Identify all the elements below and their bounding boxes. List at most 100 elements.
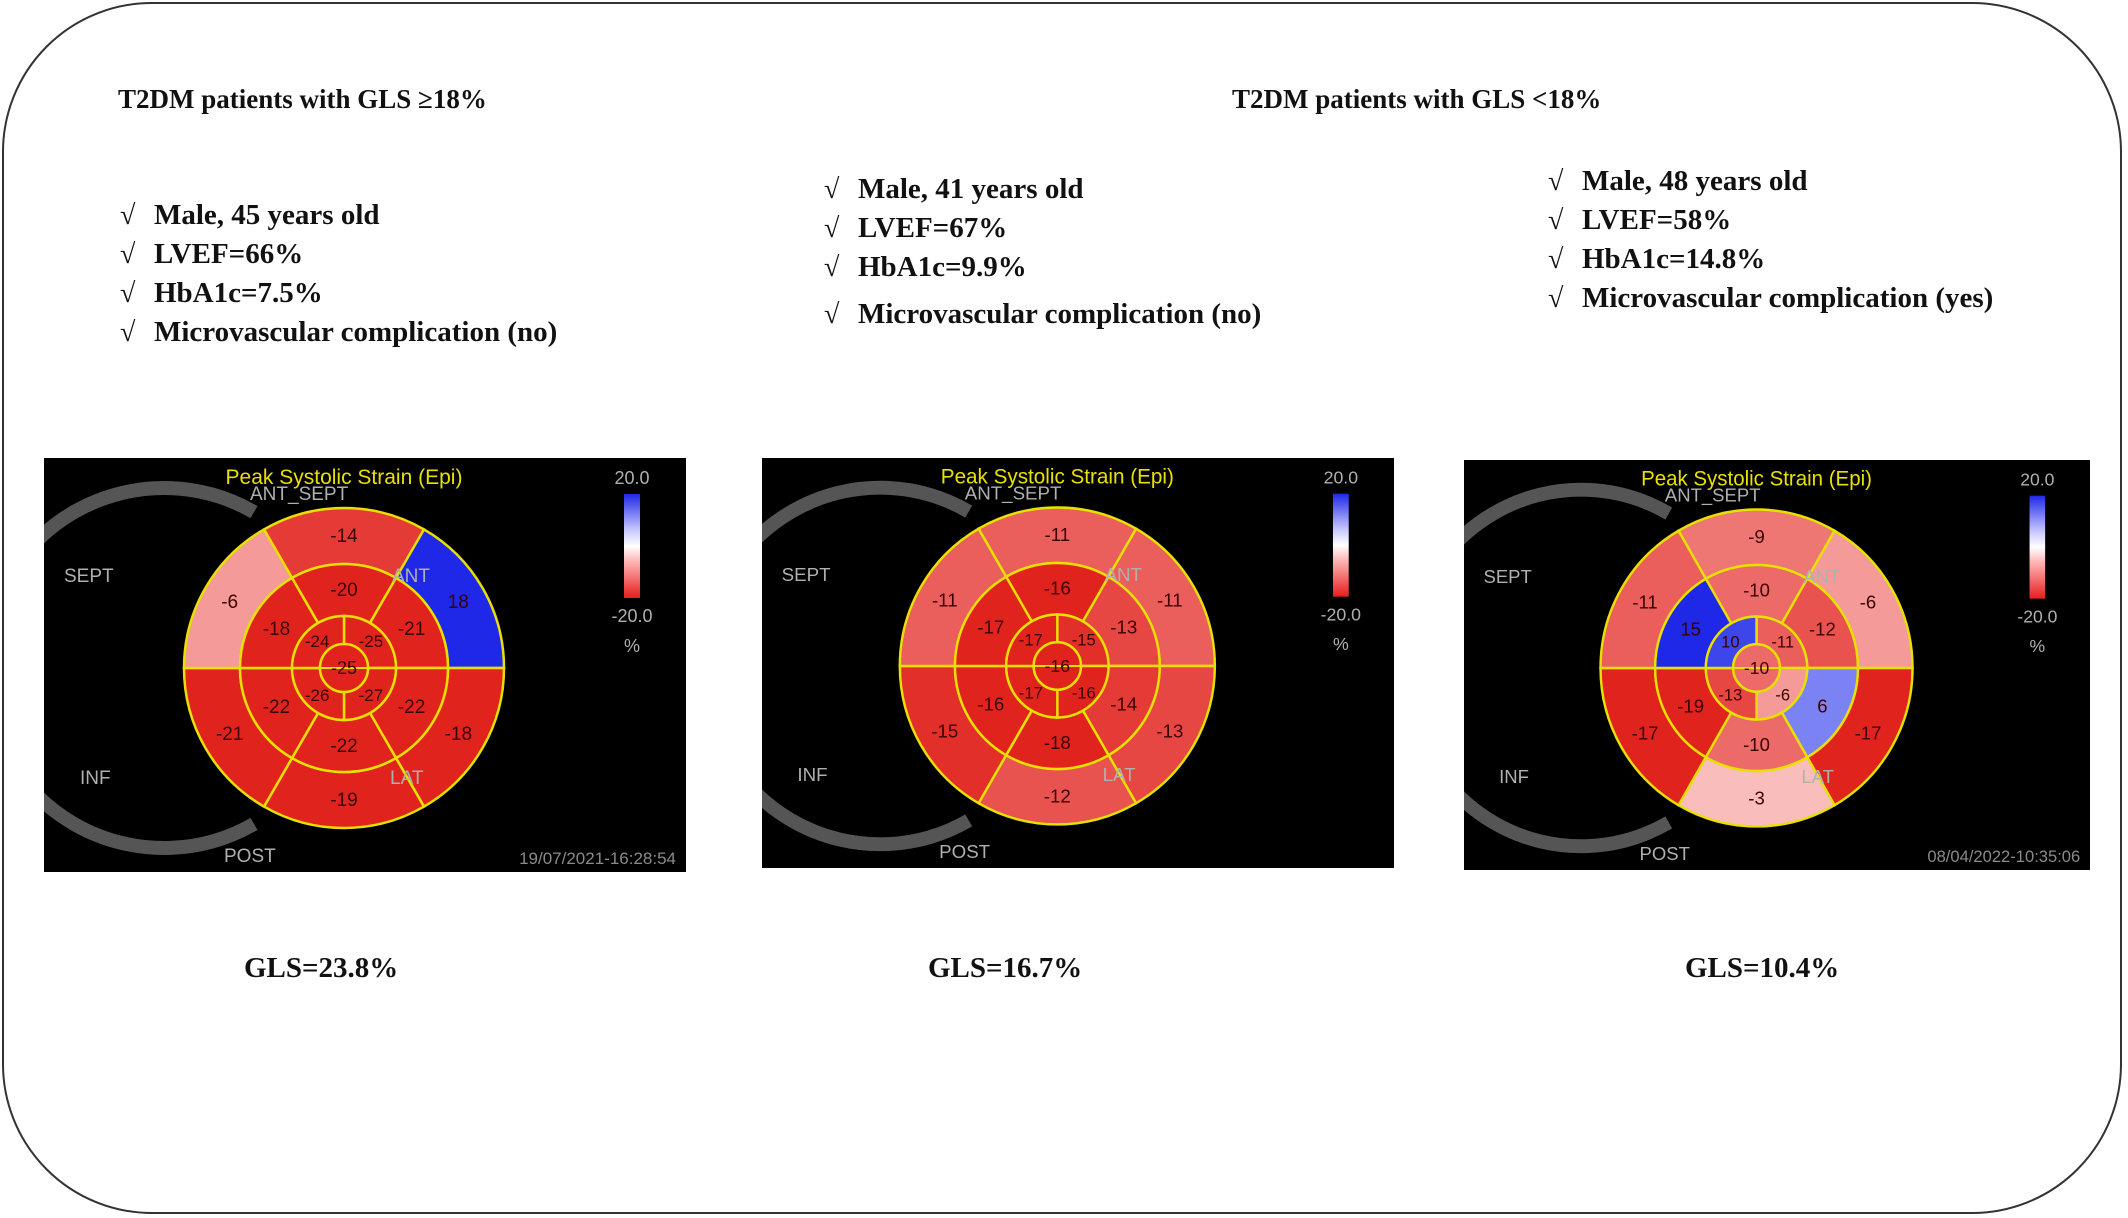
segment-value: -13 (1718, 685, 1742, 704)
segment-value: -21 (398, 619, 425, 640)
patient-1-characteristics: √ Male, 45 years old √ LVEF=66% √ HbA1c=7.5… (120, 196, 557, 352)
bullseye-plot-3: -9-6-17-3-17-11-10-126-10-1915-11-6-1310… (1464, 468, 2080, 866)
color-scale-bar (2029, 495, 2046, 599)
orientation-label-sept: SEPT (1484, 566, 1532, 587)
segment-value: 15 (1680, 618, 1701, 639)
segment-value: -11 (1157, 589, 1183, 610)
timestamp: 08/04/2022-10:35:06 (1927, 847, 2080, 866)
segment-value: -25 (359, 632, 384, 651)
bullseye-title: Peak Systolic Strain (Epi) (1641, 468, 1872, 491)
segment-value: -6 (221, 592, 238, 613)
segment-value: -18 (263, 619, 290, 640)
check-icon: √ (120, 239, 136, 270)
segment-value: -22 (398, 697, 425, 718)
segment-value: -21 (216, 724, 243, 745)
check-icon: √ (120, 317, 136, 348)
segment-value: -12 (1044, 786, 1071, 807)
segment-value: -27 (359, 686, 384, 705)
segment-value: -9 (1748, 526, 1764, 547)
group-title-normal-gls: T2DM patients with GLS ≥18% (118, 84, 487, 114)
scale-unit-label: % (1333, 634, 1349, 654)
segment-value: -10 (1743, 734, 1770, 755)
orientation-label-ant: ANT (1105, 564, 1143, 585)
check-icon: √ (1548, 244, 1564, 275)
scale-max-label: 20.0 (614, 468, 649, 488)
bullet-item: √ Microvascular complication (no) (120, 313, 557, 352)
bullet-item: √ Male, 41 years old (824, 170, 1261, 209)
check-icon: √ (120, 200, 136, 231)
group-title-reduced-gls: T2DM patients with GLS <18% (1232, 84, 1602, 114)
scale-min-label: -20.0 (611, 606, 652, 626)
orientation-label-post: POST (939, 841, 990, 862)
segment-value: -14 (1110, 693, 1137, 714)
segment-value: -26 (305, 686, 330, 705)
orientation-label-ant: ANT (1803, 566, 1840, 587)
orientation-label-lat: LAT (1801, 766, 1834, 787)
segment-value: -25 (331, 658, 357, 678)
segment-value: -13 (1156, 720, 1183, 741)
segment-value: -12 (1809, 618, 1836, 639)
segment-value: -6 (1860, 591, 1876, 612)
scale-max-label: 20.0 (1324, 468, 1359, 488)
segment-value: -16 (1045, 656, 1071, 676)
orientation-label-ant: ANT (392, 566, 430, 587)
segment-value: -15 (1072, 630, 1096, 649)
segment-value: -17 (1632, 722, 1659, 743)
segment-value: -6 (1775, 685, 1790, 704)
segment-value: -18 (445, 724, 472, 745)
color-scale-bar (624, 494, 640, 598)
patient-3-characteristics: √ Male, 48 years old √ LVEF=58% √ HbA1c=14.… (1548, 162, 1993, 318)
orientation-label-inf: INF (1499, 766, 1529, 787)
bullet-item: √ Microvascular complication (no) (824, 295, 1261, 334)
gls-value-2: GLS=16.7% (928, 952, 1083, 984)
segment-value: -10 (1744, 658, 1770, 678)
scale-unit-label: % (2030, 636, 2046, 656)
bullseye-title: Peak Systolic Strain (Epi) (226, 466, 463, 489)
orientation-label-lat: LAT (390, 768, 424, 789)
orientation-label-post: POST (224, 846, 276, 867)
orientation-label-lat: LAT (1103, 764, 1136, 785)
bullet-item: √ Microvascular complication (yes) (1548, 279, 1993, 318)
segment-value: -20 (330, 580, 357, 601)
segment-value: 6 (1817, 695, 1827, 716)
check-icon: √ (1548, 166, 1564, 197)
segment-value: -22 (330, 736, 357, 757)
orientation-label-sept: SEPT (782, 564, 831, 585)
check-icon: √ (1548, 283, 1564, 314)
timestamp: 19/07/2021-16:28:54 (519, 849, 676, 868)
segment-value: -16 (977, 693, 1004, 714)
scale-max-label: 20.0 (2020, 470, 2054, 490)
bullseye-title: Peak Systolic Strain (Epi) (941, 466, 1174, 489)
segment-value: 10 (1721, 632, 1739, 651)
scale-min-label: -20.0 (2017, 606, 2057, 626)
check-icon: √ (824, 174, 840, 205)
gls-value-3: GLS=10.4% (1685, 952, 1840, 984)
segment-value: -24 (305, 632, 330, 651)
bullet-item: √ LVEF=67% (824, 209, 1261, 248)
bullseye-panel-2: -11 -11 -13 -12 -15 -11 -16 -13 -14 -18 -16 -17 -15-… (762, 458, 1394, 868)
segment-value: -11 (1771, 632, 1794, 651)
bullseye-panel-1: -14 18 -18 -19 -21 -6 -20 -21 -22 -22 -22 -18 -25 -27… (44, 458, 686, 872)
check-icon: √ (1548, 205, 1564, 236)
segment-value: -3 (1748, 788, 1764, 809)
bullet-item: √ Male, 45 years old (120, 196, 557, 235)
bullet-item: √ Male, 48 years old (1548, 162, 1993, 201)
scale-unit-label: % (624, 636, 640, 656)
segment-value: -16 (1072, 683, 1096, 702)
orientation-label-ant-sept: ANT_SEPT (965, 483, 1062, 505)
bullet-item: √ HbA1c=9.9% (824, 248, 1261, 287)
check-icon: √ (824, 213, 840, 244)
segment-value: -17 (1855, 722, 1882, 743)
check-icon: √ (824, 252, 840, 283)
bullseye-panel-3: -9 -6 -17 -3 -17 -11 -10 -12 6 -10 -19 15 -11 -6 -13 10… (1464, 460, 2090, 870)
bullet-item: √ LVEF=58% (1548, 201, 1993, 240)
segment-value: -18 (1044, 732, 1071, 753)
gls-value-1: GLS=23.8% (244, 952, 399, 984)
bullseye-rim (44, 481, 258, 855)
scale-min-label: -20.0 (1321, 604, 1361, 624)
patient-2-characteristics: √ Male, 41 years old √ LVEF=67% √ HbA1c=9.9… (824, 170, 1261, 334)
segment-value: 18 (448, 592, 469, 613)
segment-value: -11 (1045, 524, 1071, 545)
orientation-label-ant-sept: ANT_SEPT (250, 484, 349, 505)
